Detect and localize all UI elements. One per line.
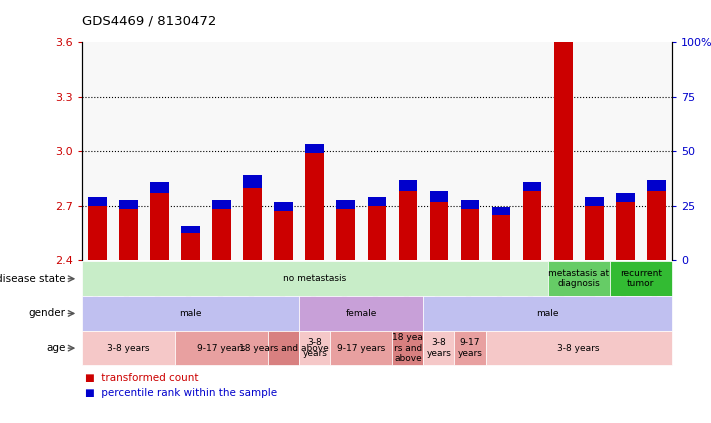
Bar bbox=[82, 42, 113, 260]
Bar bbox=[306, 144, 324, 153]
Bar bbox=[268, 42, 299, 260]
Text: age: age bbox=[46, 343, 65, 353]
Text: recurrent
tumor: recurrent tumor bbox=[620, 269, 662, 288]
Bar bbox=[647, 180, 665, 191]
Bar bbox=[616, 193, 635, 202]
Text: metastasis at
diagnosis: metastasis at diagnosis bbox=[548, 269, 609, 288]
Bar bbox=[454, 42, 486, 260]
Bar bbox=[113, 42, 144, 260]
Bar bbox=[181, 225, 200, 233]
Bar bbox=[523, 182, 542, 191]
Text: ■  percentile rank within the sample: ■ percentile rank within the sample bbox=[85, 388, 277, 398]
Bar bbox=[616, 202, 635, 260]
Bar bbox=[585, 197, 604, 206]
Text: 18 years and above: 18 years and above bbox=[239, 343, 328, 353]
Bar bbox=[554, 24, 572, 42]
Text: ■  transformed count: ■ transformed count bbox=[85, 373, 199, 383]
Text: disease state: disease state bbox=[0, 274, 65, 284]
Bar bbox=[368, 206, 386, 260]
Bar bbox=[461, 200, 479, 209]
Bar bbox=[330, 42, 361, 260]
Bar bbox=[150, 182, 169, 193]
Bar bbox=[647, 191, 665, 260]
Bar bbox=[554, 42, 572, 260]
Bar bbox=[237, 42, 268, 260]
Bar bbox=[150, 193, 169, 260]
Bar bbox=[429, 202, 448, 260]
Text: 3-8 years: 3-8 years bbox=[107, 343, 149, 353]
Text: male: male bbox=[536, 309, 559, 318]
Text: 3-8 years: 3-8 years bbox=[557, 343, 600, 353]
Bar bbox=[547, 42, 579, 260]
Bar bbox=[392, 42, 424, 260]
Text: gender: gender bbox=[28, 308, 65, 319]
Text: 9-17
years: 9-17 years bbox=[458, 338, 483, 358]
Bar bbox=[175, 42, 206, 260]
Bar bbox=[274, 202, 293, 211]
Text: female: female bbox=[346, 309, 377, 318]
Bar bbox=[368, 197, 386, 206]
Text: 3-8
years: 3-8 years bbox=[427, 338, 451, 358]
Bar bbox=[361, 42, 392, 260]
Bar bbox=[585, 206, 604, 260]
Text: 9-17 years: 9-17 years bbox=[198, 343, 246, 353]
Bar bbox=[299, 42, 330, 260]
Bar bbox=[399, 191, 417, 260]
Bar bbox=[181, 233, 200, 260]
Bar bbox=[274, 211, 293, 260]
Text: GDS4469 / 8130472: GDS4469 / 8130472 bbox=[82, 15, 216, 28]
Bar bbox=[212, 200, 231, 209]
Text: 9-17 years: 9-17 years bbox=[337, 343, 385, 353]
Bar bbox=[336, 209, 355, 260]
Bar bbox=[610, 42, 641, 260]
Bar bbox=[486, 42, 517, 260]
Bar bbox=[492, 215, 510, 260]
Bar bbox=[579, 42, 610, 260]
Bar bbox=[523, 191, 542, 260]
Bar bbox=[243, 175, 262, 187]
Bar bbox=[243, 187, 262, 260]
Bar bbox=[461, 209, 479, 260]
Bar bbox=[212, 209, 231, 260]
Text: 3-8
years: 3-8 years bbox=[302, 338, 327, 358]
Bar bbox=[88, 206, 107, 260]
Bar bbox=[424, 42, 454, 260]
Bar bbox=[306, 153, 324, 260]
Text: male: male bbox=[179, 309, 202, 318]
Bar bbox=[429, 191, 448, 202]
Bar bbox=[336, 200, 355, 209]
Bar bbox=[517, 42, 547, 260]
Text: 18 yea
rs and
above: 18 yea rs and above bbox=[392, 333, 423, 363]
Bar bbox=[119, 200, 138, 209]
Bar bbox=[206, 42, 237, 260]
Bar bbox=[144, 42, 175, 260]
Text: no metastasis: no metastasis bbox=[283, 274, 346, 283]
Bar bbox=[88, 197, 107, 206]
Bar bbox=[119, 209, 138, 260]
Bar bbox=[492, 208, 510, 215]
Bar bbox=[399, 180, 417, 191]
Bar bbox=[641, 42, 672, 260]
